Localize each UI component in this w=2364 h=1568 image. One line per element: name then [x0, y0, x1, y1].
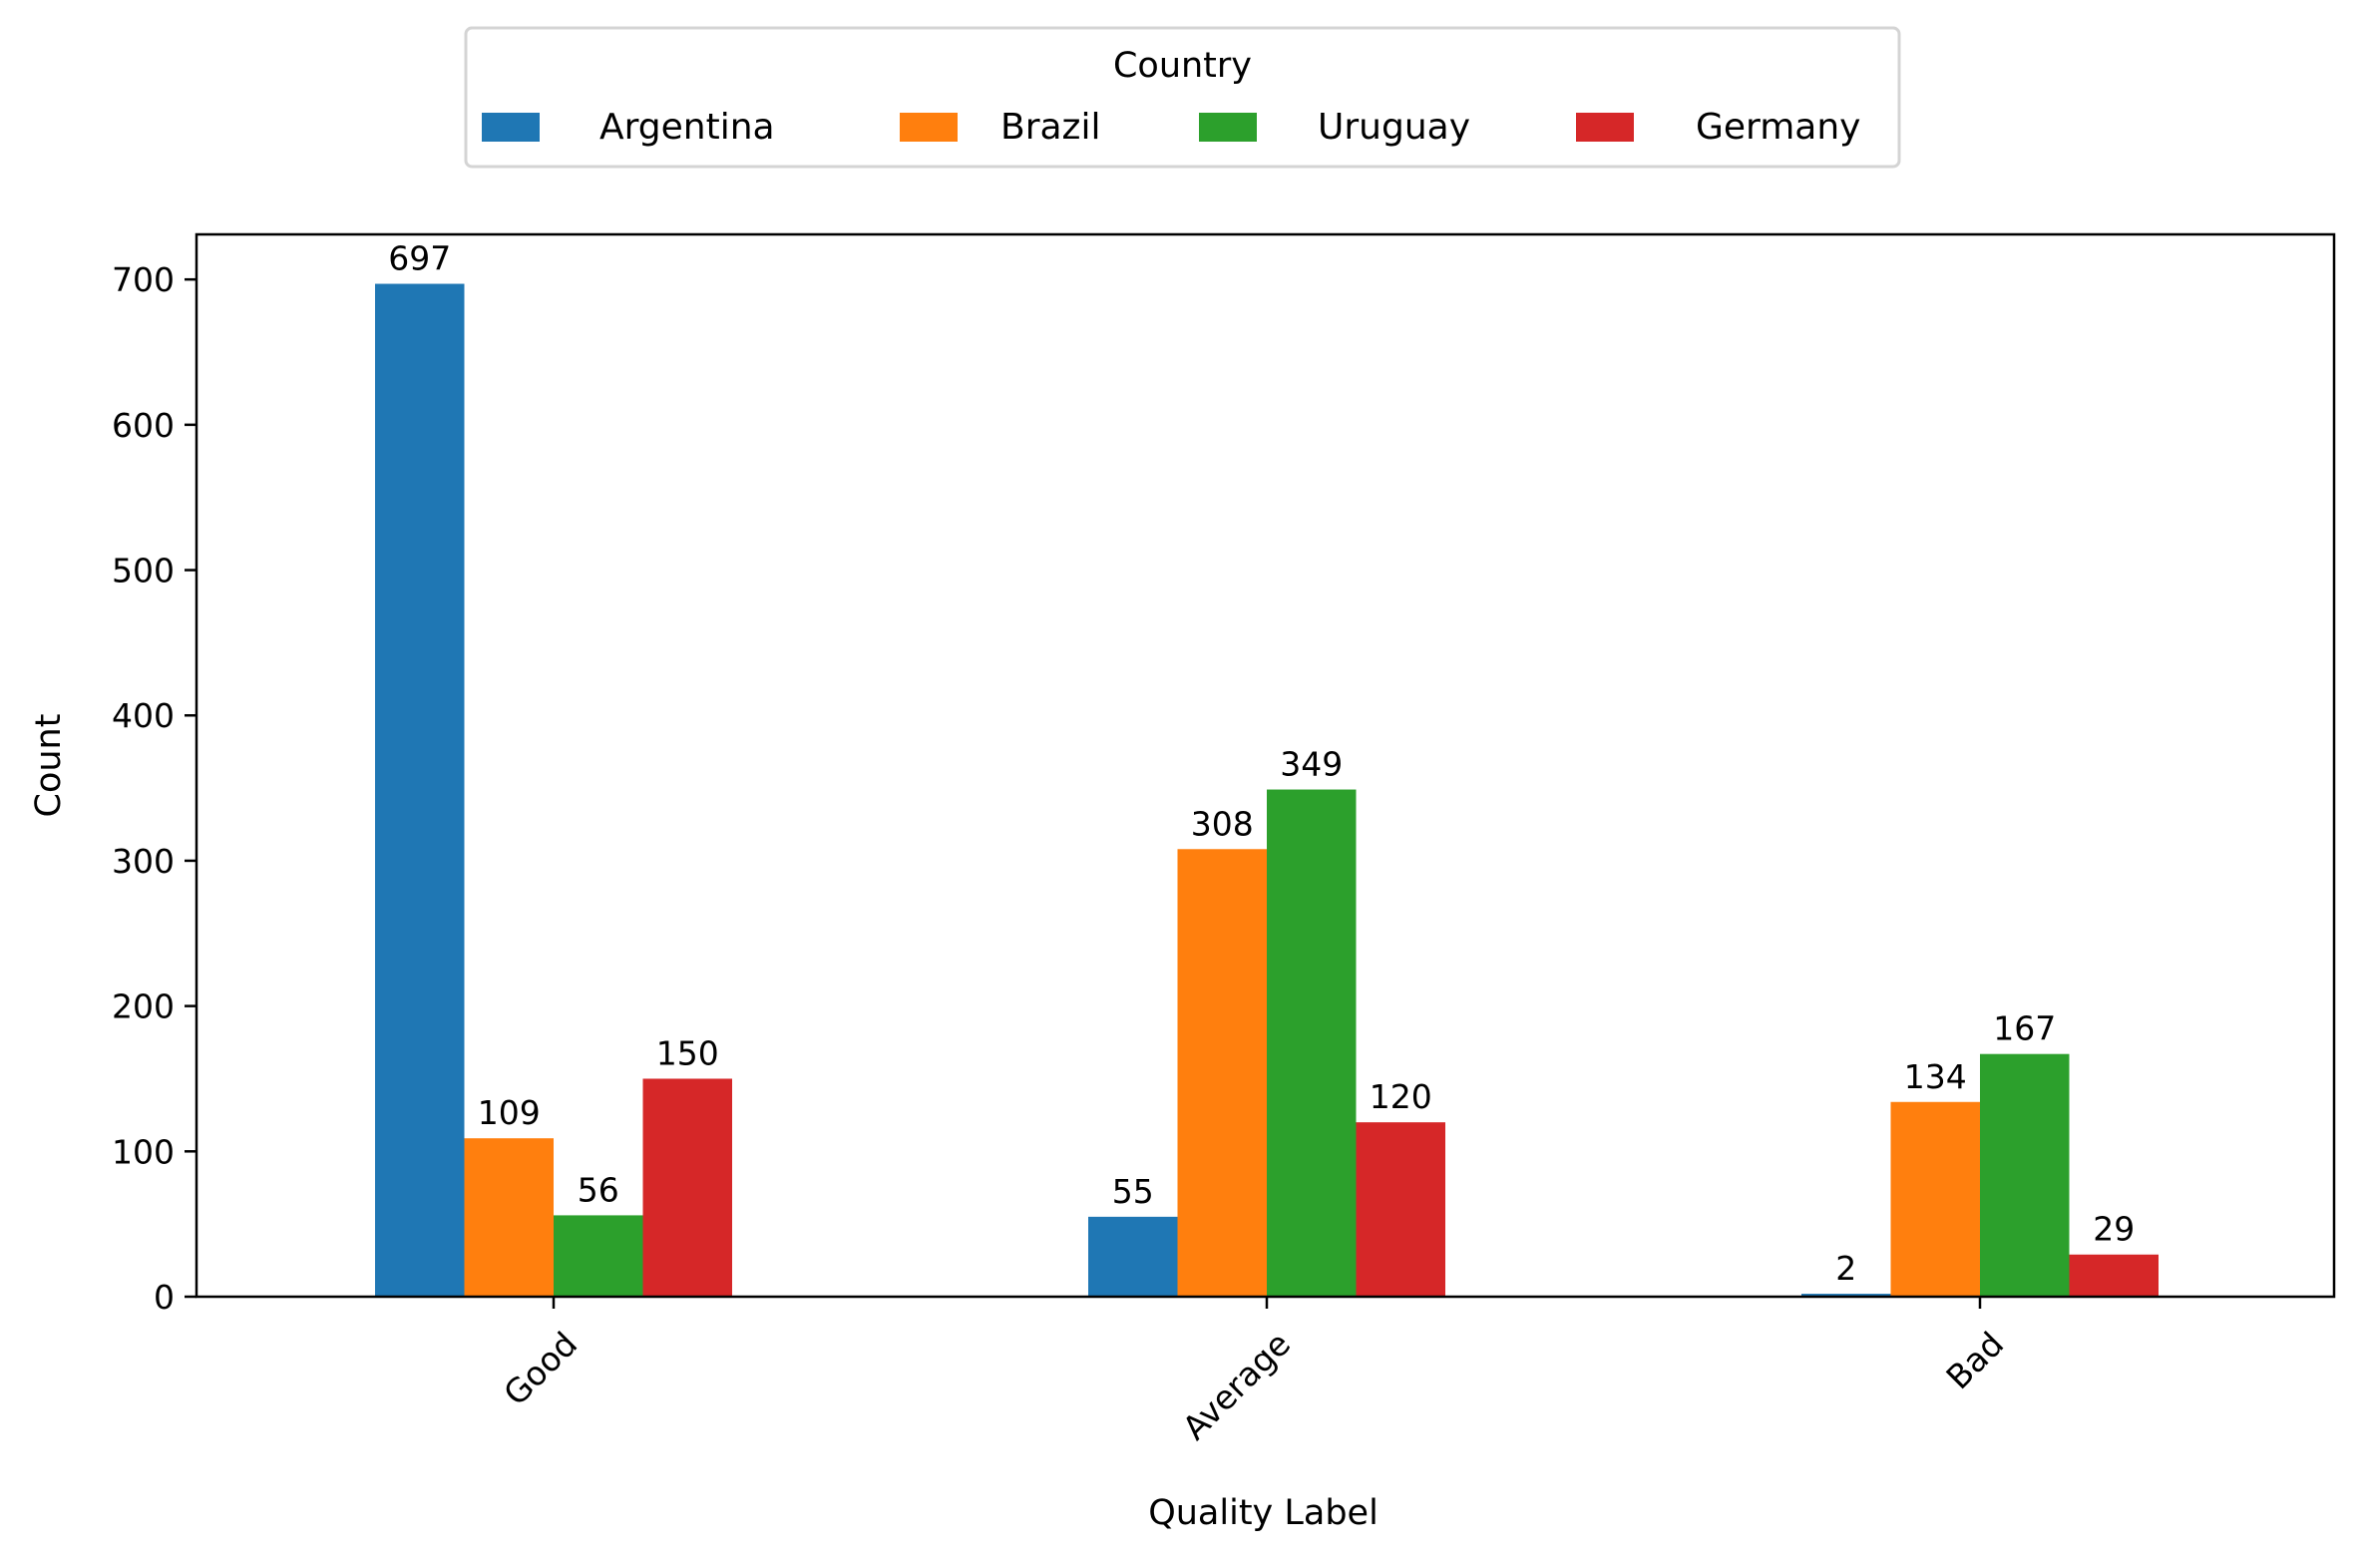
legend-swatch-uruguay: [1199, 113, 1257, 142]
legend-label-brazil: Brazil: [1000, 107, 1100, 148]
bar-argentina-good: [375, 283, 465, 1297]
data-label: 55: [1112, 1172, 1154, 1211]
x-tick-label: Average: [1175, 1325, 1298, 1447]
y-tick-label: 400: [112, 696, 175, 735]
y-tick-label: 200: [112, 987, 175, 1026]
bar-brazil-bad: [1890, 1101, 1980, 1297]
legend-label-uruguay: Uruguay: [1318, 107, 1470, 148]
y-tick-label: 600: [112, 406, 175, 445]
plot-frame: [195, 232, 2336, 1299]
y-tick-label: 300: [112, 842, 175, 881]
x-tick-label: Bad: [1938, 1325, 2011, 1397]
legend-label-germany: Germany: [1696, 107, 1860, 148]
data-label: 150: [656, 1033, 719, 1072]
legend-title: Country: [1113, 46, 1252, 86]
legend-swatch-argentina: [482, 113, 540, 142]
bar-argentina-bad: [1801, 1294, 1891, 1297]
bar-germany-bad: [2069, 1254, 2159, 1297]
data-label: 2: [1835, 1249, 1856, 1288]
data-label: 349: [1280, 745, 1343, 784]
bar-germany-average: [1356, 1122, 1445, 1297]
bar-uruguay-bad: [1980, 1053, 2070, 1297]
y-tick-label: 500: [112, 552, 175, 590]
data-label: 120: [1370, 1077, 1432, 1116]
legend-swatch-germany: [1576, 113, 1634, 142]
x-tick-label: Good: [496, 1325, 585, 1413]
y-tick-label: 700: [112, 260, 175, 299]
data-label: 134: [1904, 1057, 1967, 1096]
bar-argentina-average: [1088, 1216, 1178, 1297]
legend-label-argentina: Argentina: [599, 107, 775, 148]
bar-uruguay-good: [554, 1215, 643, 1297]
y-axis-label: Count: [29, 714, 69, 818]
data-label: 167: [1993, 1009, 2056, 1048]
bar-uruguay-average: [1267, 789, 1357, 1297]
bar-brazil-average: [1177, 849, 1267, 1297]
y-tick-label: 100: [112, 1132, 175, 1171]
bar-brazil-good: [464, 1138, 554, 1297]
y-tick-label: 0: [154, 1278, 175, 1317]
data-label: 109: [478, 1093, 541, 1132]
bar-germany-good: [642, 1078, 732, 1297]
legend: [464, 26, 1901, 169]
data-label: 308: [1191, 804, 1254, 843]
x-axis-label: Quality Label: [1148, 1493, 1379, 1533]
legend-swatch-brazil: [900, 113, 958, 142]
data-label: 29: [2093, 1210, 2135, 1249]
data-label: 697: [388, 239, 451, 278]
data-label: 56: [578, 1170, 619, 1209]
